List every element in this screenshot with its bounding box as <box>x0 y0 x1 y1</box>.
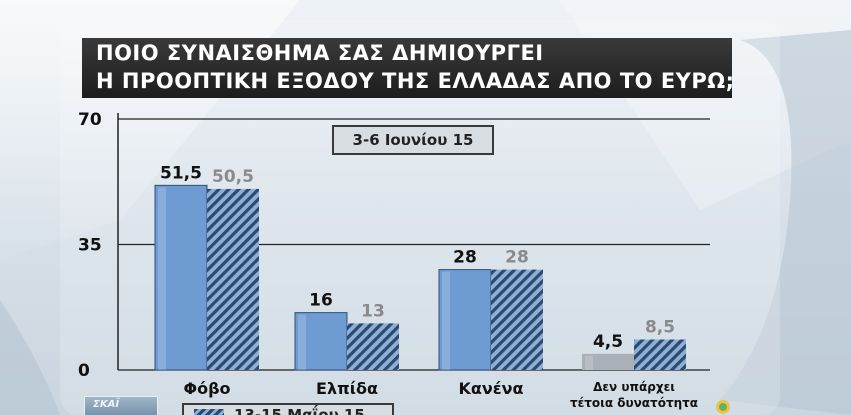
legend-swatch-striped <box>194 409 224 415</box>
bars <box>154 184 686 371</box>
category-label-1: Ελπίδα <box>316 379 378 398</box>
data-label-previous-0: 50,5 <box>212 167 254 187</box>
data-label-current-1: 16 <box>309 291 333 311</box>
y-tick-label-70: 70 <box>78 110 102 130</box>
bar-current-shine-0 <box>158 187 166 370</box>
data-labels: 51,5 50,5 16 13 28 28 4,5 8,5 <box>160 163 675 352</box>
data-label-current-3: 4,5 <box>593 332 623 352</box>
bar-current-3 <box>582 353 634 370</box>
data-label-previous-3: 8,5 <box>645 318 675 338</box>
bar-current-0 <box>154 184 208 371</box>
title-banner: ΠΟΙΟ ΣΥΝΑΙΣΘΗΜΑ ΣΑΣ ΔΗΜΙΟΥΡΓΕΙ Η ΠΡΟΟΠΤΙ… <box>82 38 735 98</box>
category-label-2: Κανένα <box>458 379 523 398</box>
bar-current-shine-1 <box>298 314 306 370</box>
data-label-current-2: 28 <box>453 248 477 268</box>
legend-current-period: 3-6 Ιουνίου 15 <box>332 125 494 155</box>
bar-previous-3 <box>634 339 686 370</box>
pollster-logo-icon <box>716 400 730 414</box>
bar-current-2 <box>438 269 492 371</box>
data-label-previous-2: 28 <box>505 248 529 268</box>
bar-current-1 <box>294 312 348 371</box>
category-label-0: Φόβο <box>183 379 230 398</box>
category-labels: Φόβο Ελπίδα Κανένα Δεν υπάρχει τέτοια δυνατό… <box>183 379 698 410</box>
broadcaster-logo: ΣΚΑΪ <box>84 396 158 415</box>
y-tick-label-35: 35 <box>78 236 102 256</box>
y-tick-label-0: 0 <box>78 361 90 381</box>
broadcaster-logo-text: ΣΚΑΪ <box>93 399 120 410</box>
data-label-previous-1: 13 <box>361 301 385 321</box>
data-label-current-0: 51,5 <box>160 163 202 183</box>
bar-current-shine-2 <box>442 271 450 370</box>
category-label-3-line-0: Δεν υπάρχει <box>593 380 675 394</box>
legend-previous-label: 13-15 Μαΐου 15 <box>234 406 365 415</box>
bar-previous-1 <box>347 323 399 370</box>
legend-previous-period: 13-15 Μαΐου 15 <box>182 403 394 415</box>
bar-previous-0 <box>207 188 259 370</box>
title-line-1: ΠΟΙΟ ΣΥΝΑΙΣΘΗΜΑ ΣΑΣ ΔΗΜΙΟΥΡΓΕΙ <box>96 41 544 65</box>
bar-previous-2 <box>491 269 543 370</box>
title-line-2: Η ΠΡΟΟΠΤΙΚΗ ΕΞΟΔΟΥ ΤΗΣ ΕΛΛΑΔΑΣ ΑΠΟ ΤΟ ΕΥ… <box>96 69 735 93</box>
bar-current-shine-3 <box>585 355 593 370</box>
category-label-3-line-1: τέτοια δυνατότητα <box>570 396 698 410</box>
